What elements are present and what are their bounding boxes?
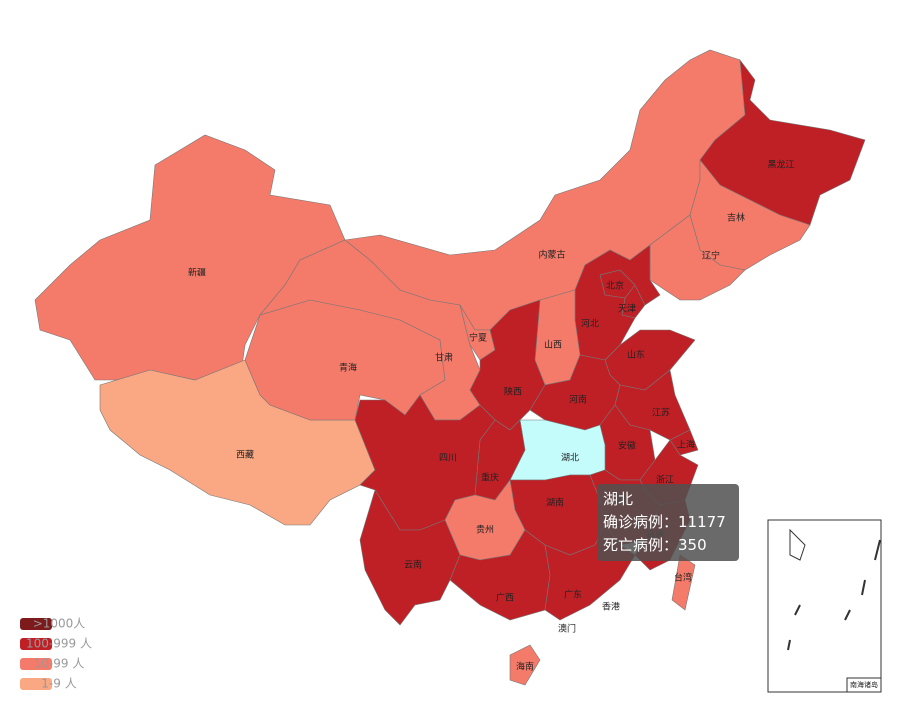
province-label: 山东: [627, 349, 645, 361]
province-label: 海南: [516, 661, 534, 673]
province: [699, 58, 866, 226]
tooltip: 湖北 确诊病例：11177 死亡病例：350: [597, 484, 739, 561]
tooltip-title: 湖北: [603, 490, 634, 508]
legend-swatch: [20, 618, 52, 630]
province-label: 广东: [564, 589, 582, 601]
province-label: 内蒙古: [538, 249, 565, 261]
province-label: 河北: [581, 318, 599, 330]
legend-swatch: [20, 678, 52, 690]
province-label: 西藏: [236, 449, 254, 461]
province-label: 云南: [404, 559, 422, 571]
inset-label: 南海诸岛: [850, 680, 878, 689]
province-label: 广西: [496, 592, 514, 604]
province-label: 安徽: [618, 440, 636, 452]
tooltip-value: 11177: [678, 513, 726, 531]
legend-swatch: [20, 638, 52, 650]
province: [671, 554, 696, 611]
province-label: 吉林: [727, 212, 745, 224]
region-label: 香港: [602, 601, 620, 613]
province: [534, 289, 581, 386]
legend-swatch: [20, 658, 52, 670]
province-label: 青海: [339, 362, 357, 374]
province-label: 天津: [618, 304, 636, 315]
province: [509, 644, 541, 686]
province-label: 江苏: [652, 407, 670, 419]
province: [359, 489, 461, 626]
legend-label: >1000人: [33, 617, 86, 631]
province-label: 山西: [544, 340, 562, 351]
province-label: 宁夏: [469, 332, 487, 344]
province-label: 新疆: [188, 267, 206, 279]
province-label: 四川: [439, 454, 457, 464]
region-label: 澳门: [558, 623, 576, 635]
province-label: 重庆: [481, 472, 499, 484]
tooltip-label: 确诊病例：: [603, 513, 679, 531]
province-label: 甘肃: [435, 352, 453, 364]
tooltip-row: 确诊病例：11177: [603, 511, 733, 534]
province-label: 陕西: [504, 386, 522, 398]
tooltip-value: 350: [678, 536, 707, 554]
province-label: 河南: [569, 394, 587, 406]
province-label: 浙江: [656, 474, 674, 486]
legend-label: 100-999 人: [26, 637, 92, 651]
province-label: 湖北: [561, 453, 579, 464]
tooltip-label: 死亡病例：: [603, 536, 679, 554]
legend-label: 10-99 人: [34, 657, 85, 671]
tooltip-row: 死亡病例：350: [603, 534, 733, 557]
province-label: 黑龙江: [767, 159, 794, 171]
province-label: 贵州: [476, 524, 494, 536]
south-china-sea-inset: 南海诸岛: [767, 519, 882, 693]
legend-label: 1-9 人: [41, 677, 76, 691]
province-label: 上海: [677, 439, 695, 451]
province-label: 辽宁: [702, 250, 720, 262]
province-label: 北京: [606, 280, 624, 292]
province-label: 湖南: [546, 497, 564, 509]
province-label: 台湾: [674, 572, 692, 584]
